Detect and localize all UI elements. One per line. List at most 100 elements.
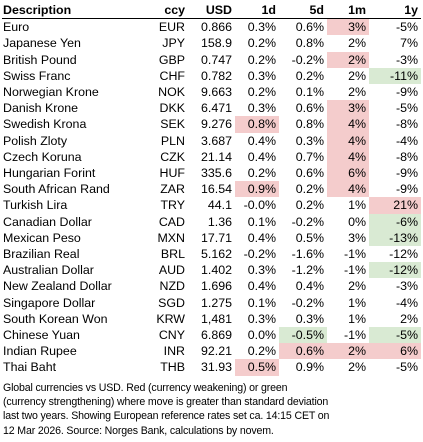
- change-1d: 0.2%: [247, 344, 276, 359]
- change-1m: 2%: [348, 68, 366, 83]
- change-5d: -1.2%: [291, 263, 324, 278]
- change-5d: 0.3%: [295, 133, 324, 148]
- change-1y: -6%: [369, 213, 421, 230]
- usd-rate: 158.9: [200, 36, 232, 51]
- change-1m: 1%: [348, 295, 366, 310]
- change-1y: -5%: [395, 360, 418, 375]
- table-row: Thai Baht THB 31.93 0.5% 0.9% 2% -5%: [2, 359, 421, 376]
- footnote-line: 12 Mar 2026. Source: Norges Bank, calcul…: [3, 424, 274, 437]
- change-1d: 0.1%: [247, 295, 276, 310]
- change-1d: 0.2%: [247, 85, 276, 100]
- change-1m: 2%: [348, 36, 366, 51]
- currency-code: PLN: [160, 133, 185, 148]
- table-row: New Zealand Dollar NZD 1.696 0.4% 0.4% 2% -3%: [2, 278, 421, 294]
- header-1y: 1y: [404, 3, 418, 17]
- currency-code: CAD: [158, 214, 185, 229]
- change-1y: -3%: [395, 279, 418, 294]
- change-1d: 0.8%: [235, 116, 279, 133]
- usd-rate: 9.276: [200, 117, 232, 132]
- currency-name: New Zealand Dollar: [3, 279, 112, 294]
- currency-name: Hungarian Forint: [3, 166, 96, 181]
- header-usd: USD: [205, 3, 232, 17]
- currency-name: Chinese Yuan: [3, 328, 80, 343]
- currency-code: CZK: [160, 149, 185, 164]
- change-1y: -4%: [395, 295, 418, 310]
- change-1y: 6%: [369, 343, 421, 360]
- change-1y: 7%: [400, 36, 418, 51]
- header-description: Description: [3, 3, 72, 17]
- change-1m: 0%: [348, 214, 366, 229]
- currency-code: NOK: [158, 85, 185, 100]
- table-row: Brazilian Real BRL 5.162 -0.2% -1.6% -1% -12%: [2, 246, 421, 262]
- change-1d: -0.0%: [243, 198, 276, 213]
- table-row: South Korean Won KRW 1,481 0.3% 0.3% 1% 2%: [2, 311, 421, 327]
- usd-rate: 31.93: [200, 360, 232, 375]
- change-1d: 0.2%: [247, 166, 276, 181]
- currency-name: Brazilian Real: [3, 247, 80, 262]
- change-5d: 0.4%: [295, 279, 324, 294]
- change-1y: -5%: [395, 20, 418, 35]
- table-row: Turkish Lira TRY 44.1 -0.0% 0.2% 1% 21%: [2, 197, 421, 214]
- footnote-line: Global currencies vs USD. Red (currency …: [3, 382, 288, 394]
- change-5d: -0.2%: [291, 52, 324, 67]
- table-row: Chinese Yuan CNY 6.869 0.0% -0.5% -1% -5%: [2, 327, 421, 344]
- table-row: Polish Zloty PLN 3.687 0.4% 0.3% 4% -4%: [2, 132, 421, 149]
- change-1m: 2%: [348, 85, 366, 100]
- change-5d: 0.5%: [295, 230, 324, 245]
- change-1d: 0.3%: [247, 263, 276, 278]
- currency-name: Mexican Peso: [3, 230, 81, 245]
- table-row: South African Rand ZAR 16.54 0.9% 0.2% 4% -9%: [2, 181, 421, 198]
- header-1d: 1d: [261, 3, 276, 17]
- change-5d: 0.7%: [295, 149, 324, 164]
- usd-rate: 1.275: [200, 295, 232, 310]
- currency-code: GBP: [158, 52, 185, 67]
- change-5d: 0.6%: [295, 20, 324, 35]
- change-1m: 2%: [348, 279, 366, 294]
- header-ccy: ccy: [164, 3, 185, 17]
- header-5d: 5d: [309, 3, 324, 17]
- table-body: Euro EUR 0.866 0.3% 0.6% 3% -5% Japanese Yen JPY…: [2, 18, 421, 376]
- currency-name: Norwegian Krone: [3, 85, 99, 100]
- change-5d: 0.2%: [295, 68, 324, 83]
- currency-code: MXN: [157, 230, 185, 245]
- usd-rate: 6.471: [200, 101, 232, 116]
- currency-name: Singapore Dollar: [3, 295, 96, 310]
- usd-rate: 44.1: [207, 198, 232, 213]
- change-1y: 21%: [369, 197, 421, 214]
- change-5d: -0.2%: [291, 295, 324, 310]
- currency-name: South Korean Won: [3, 311, 108, 326]
- change-1d: 0.2%: [247, 36, 276, 51]
- change-5d: -0.5%: [279, 327, 327, 344]
- currency-code: EUR: [158, 20, 185, 35]
- change-1m: 2%: [327, 51, 369, 68]
- change-1d: 0.3%: [247, 20, 276, 35]
- table-row: Czech Koruna CZK 21.14 0.4% 0.7% 4% -8%: [2, 148, 421, 166]
- change-1m: -1%: [343, 247, 366, 262]
- currency-name: Canadian Dollar: [3, 214, 92, 229]
- change-1d: 0.2%: [247, 52, 276, 67]
- change-1d: 0.9%: [235, 181, 279, 198]
- usd-rate: 17.71: [200, 230, 232, 245]
- currency-table: Description ccy USD 1d 5d 1m 1y Euro EUR 0.866 0.…: [2, 2, 421, 376]
- table-row: Norwegian Krone NOK 9.663 0.2% 0.1% 2% -9%: [2, 84, 421, 100]
- change-1y: -13%: [369, 229, 421, 247]
- table-row: Canadian Dollar CAD 1.36 0.1% -0.2% 0% -6%: [2, 213, 421, 230]
- usd-rate: 16.54: [200, 182, 232, 197]
- footnote-line: (currency strengthening) where move is g…: [3, 396, 329, 409]
- change-1y: -4%: [395, 133, 418, 148]
- footnote: Global currencies vs USD. Red (currency …: [3, 381, 421, 438]
- change-1d: 0.3%: [247, 311, 276, 326]
- table-row: Euro EUR 0.866 0.3% 0.6% 3% -5%: [2, 18, 421, 36]
- usd-rate: 9.663: [200, 85, 232, 100]
- currency-code: TRY: [160, 198, 185, 213]
- usd-rate: 92.21: [200, 344, 232, 359]
- usd-rate: 0.747: [200, 52, 232, 67]
- usd-rate: 6.869: [200, 328, 232, 343]
- change-1y: 2%: [400, 311, 418, 326]
- change-5d: 0.2%: [295, 198, 324, 213]
- change-1d: 0.0%: [247, 328, 276, 343]
- currency-code: THB: [160, 360, 185, 375]
- change-1m: 6%: [327, 165, 369, 182]
- change-1d: 0.4%: [247, 279, 276, 294]
